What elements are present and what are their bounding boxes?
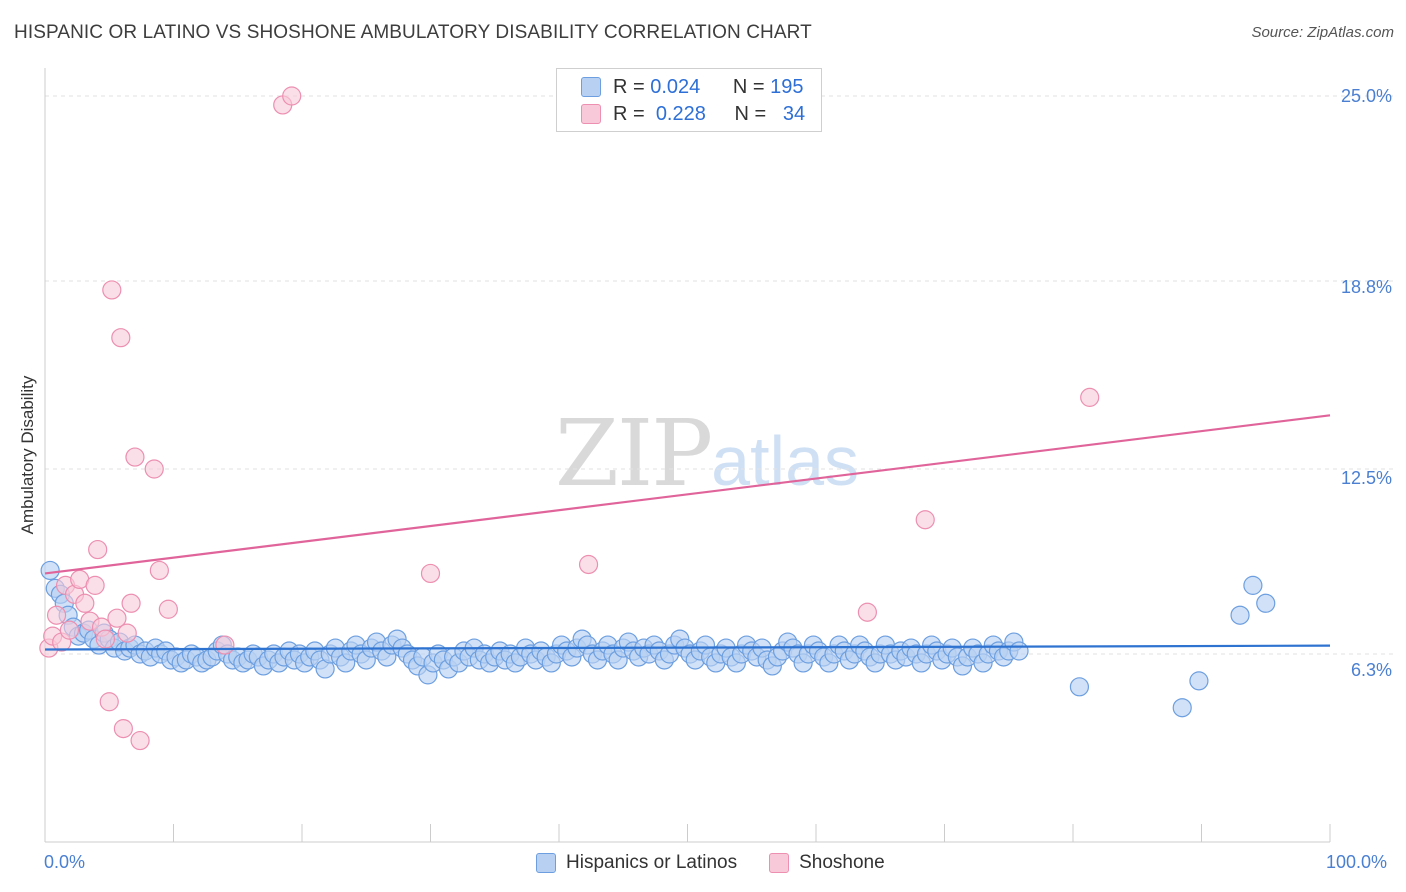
hispanic-point [1009,641,1029,661]
legend-label: Shoshone [799,852,885,873]
stats-legend: R = 0.024 N = 195 R = 0.228 N = 34 [556,68,822,132]
hispanic-point [1172,698,1192,718]
hispanic-point [1243,575,1263,595]
shoshone-point [857,602,878,622]
shoshone-point [99,692,119,712]
y-axis-label: Ambulatory Disability [18,375,37,535]
legend-r-value: 0.228 [655,102,706,125]
watermark: ZIPatlas [555,400,859,507]
shoshone-point [578,554,599,575]
source-credit: Source: ZipAtlas.com [1251,24,1394,41]
legend-row-shoshone: R = 0.228 N = 34 [581,102,805,126]
hispanic-trend-line [44,644,1331,651]
shoshone-point [158,599,178,619]
y-tick-label: 25.0% [1340,86,1392,106]
watermark-zip: ZIP [555,400,713,507]
shoshone-point [282,86,302,106]
y-tick-label: 12.5% [1340,468,1392,488]
hispanic-point [1189,671,1209,691]
shoshone-point [125,447,145,467]
shoshone-point [111,328,131,348]
shoshone-point [113,719,133,739]
legend-row-hispanic: R = 0.024 N = 195 [581,75,804,99]
shoshone-point [1080,387,1100,407]
shoshone-point [215,635,235,655]
hispanic-point [40,560,60,581]
shoshone-point [130,730,150,751]
legend-item-shoshone: Shoshone [769,852,885,874]
legend-swatch-blue [581,77,601,97]
legend-swatch-pink [769,853,790,873]
legend-r-value: 0.024 [650,75,701,98]
series-legend: Hispanics or Latinos Shoshone [536,852,917,874]
y-tick-label: 18.8% [1340,277,1392,297]
shoshone-point [85,575,105,595]
watermark-atlas: atlas [711,422,860,500]
y-tick-label: 6.3% [1350,660,1392,680]
x-tick-label: 0.0% [44,852,86,872]
legend-n-label: N = [732,75,765,98]
hispanic-point [1069,677,1090,697]
shoshone-point [75,593,95,613]
legend-swatch-pink [581,104,601,124]
shoshone-point [59,620,80,640]
shoshone-point [117,623,137,643]
shoshone-point [149,560,169,581]
hispanic-point [1256,593,1276,613]
chart-title: HISPANIC OR LATINO VS SHOSHONE AMBULATOR… [14,22,812,43]
shoshone-point [144,459,164,479]
legend-n-value: 34 [782,102,806,125]
x-tick-label: 100.0% [1326,852,1388,872]
shoshone-trend-line [44,414,1331,575]
shoshone-point [95,629,115,649]
shoshone-point [88,539,108,560]
shoshone-point [915,510,935,530]
shoshone-point [121,593,141,613]
legend-swatch-blue [536,853,556,873]
legend-item-hispanic: Hispanics or Latinos [536,852,737,874]
legend-r-label: R = [613,75,645,98]
shoshone-point [102,280,122,300]
shoshone-point [46,605,67,625]
legend-label: Hispanics or Latinos [566,852,738,873]
shoshone-point [420,563,441,584]
legend-n-value: 195 [770,75,804,98]
shoshone-point [107,608,127,628]
legend-r-label: R = [613,102,645,125]
legend-n-label: N = [734,102,767,125]
hispanic-point [1230,605,1250,625]
